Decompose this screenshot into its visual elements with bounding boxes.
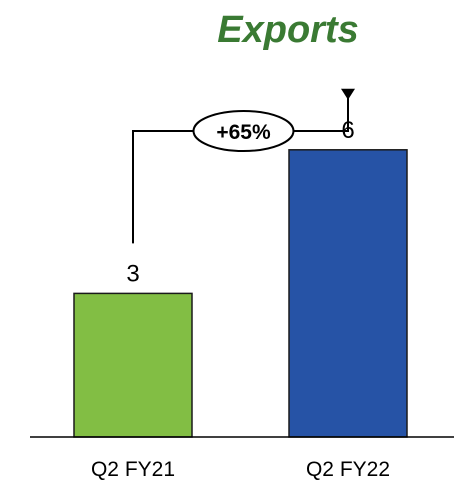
growth-badge [192,110,295,152]
bars-group [73,149,408,438]
bar-q2-fy21 [73,292,193,438]
growth-annotation: +65% [132,88,355,244]
category-label: Q2 FY22 [306,458,390,481]
value-label: 3 [126,260,139,287]
growth-arrowhead-icon [341,88,355,100]
category-labels-group: Q2 FY21 Q2 FY22 [91,458,390,481]
growth-label: +65% [216,121,271,144]
category-label: Q2 FY21 [91,458,175,481]
bar-q2-fy22 [288,149,408,438]
chart-title: Exports [217,9,358,51]
